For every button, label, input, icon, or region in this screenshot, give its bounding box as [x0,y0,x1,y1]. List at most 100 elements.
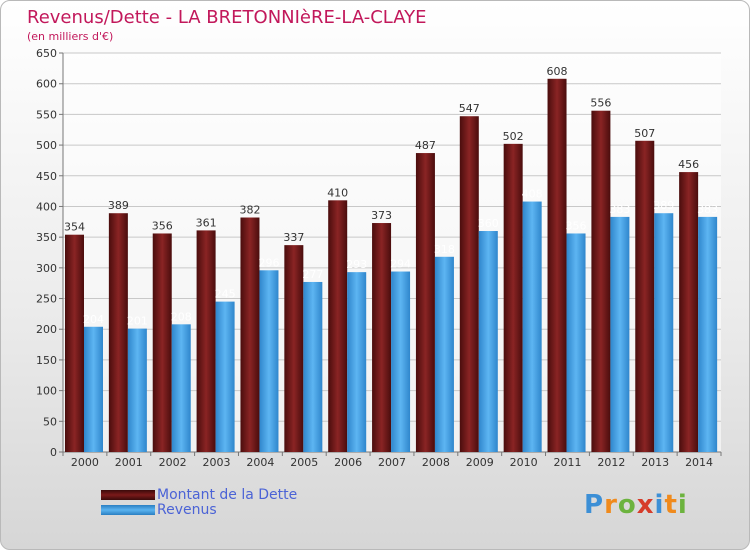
bar-revenus [478,231,498,452]
legend-swatch-revenus [101,505,155,515]
bar-revenus [347,272,367,452]
bar-revenus [522,201,542,452]
y-tick-label: 350 [36,231,57,244]
bar-dette [415,153,435,452]
bar-revenus [698,216,718,452]
data-label-dette: 389 [108,199,129,212]
y-tick-label: 100 [36,385,57,398]
data-label-revenus: 293 [346,258,367,271]
bar-dette [503,143,523,452]
bar-revenus [654,213,674,452]
bar-dette [591,110,611,452]
x-tick-label: 2002 [159,456,187,469]
bar-dette [240,217,260,452]
y-tick-label: 300 [36,262,57,275]
bar-revenus [259,270,279,452]
bar-dette [372,223,392,452]
data-label-revenus: 389 [653,199,674,212]
data-label-dette: 456 [678,158,699,171]
y-tick-label: 500 [36,139,57,152]
y-tick-label: 0 [50,446,57,459]
x-tick-label: 2011 [553,456,581,469]
legend-item-dette: Montant de la Dette [101,487,297,503]
data-label-dette: 337 [283,231,304,244]
bar-dette [547,78,567,452]
bar-dette [679,172,699,452]
bar-dette [196,230,216,452]
bar-revenus [303,281,323,452]
bar-dette [284,245,304,452]
x-tick-label: 2008 [422,456,450,469]
data-label-revenus: 204 [83,313,104,326]
data-label-revenus: 201 [127,315,148,328]
data-label-dette: 354 [64,221,85,234]
data-label-dette: 487 [415,139,436,152]
logo-letter: P [584,490,605,520]
data-label-revenus: 356 [566,219,587,232]
y-tick-label: 600 [36,78,57,91]
y-tick-label: 150 [36,354,57,367]
data-label-revenus: 318 [434,243,455,256]
x-tick-label: 2009 [466,456,494,469]
data-label-revenus: 360 [478,217,499,230]
data-label-revenus: 277 [302,268,323,281]
x-tick-label: 2006 [334,456,362,469]
bar-revenus [171,324,191,452]
bar-dette [459,116,479,453]
bar-revenus [566,233,586,452]
bar-dette [328,200,348,452]
y-tick-label: 650 [36,47,57,60]
data-label-dette: 556 [590,97,611,110]
data-label-revenus: 245 [215,288,236,301]
x-tick-label: 2014 [685,456,713,469]
data-label-dette: 502 [503,130,524,143]
data-label-dette: 410 [327,186,348,199]
bar-revenus [434,256,454,452]
x-tick-label: 2004 [246,456,274,469]
logo-letter: o [617,490,637,520]
data-label-dette: 507 [634,127,655,140]
x-tick-label: 2013 [641,456,669,469]
x-tick-label: 2012 [597,456,625,469]
y-tick-label: 450 [36,170,57,183]
logo-letter: t [664,490,678,520]
legend-label-revenus: Revenus [157,502,217,518]
bar-revenus [391,271,411,452]
x-tick-label: 2000 [71,456,99,469]
bar-dette [635,140,655,452]
data-label-revenus: 294 [390,258,411,271]
data-label-dette: 547 [459,102,480,115]
y-tick-label: 50 [43,415,57,428]
y-tick-label: 400 [36,200,57,213]
data-label-revenus: 383 [609,203,630,216]
data-label-revenus: 296 [258,256,279,269]
legend-label-dette: Montant de la Dette [157,487,298,503]
logo-letter: i [677,490,688,520]
chart-title: Revenus/Dette - LA BRETONNIèRE-LA-CLAYE [27,7,427,28]
y-tick-label: 550 [36,108,57,121]
bar-dette [108,213,128,452]
logo-letter: r [604,490,618,520]
data-label-dette: 382 [239,204,260,217]
data-label-dette: 608 [547,65,568,78]
data-label-revenus: 383 [697,203,718,216]
logo-letter: i [654,490,665,520]
bar-revenus [84,326,103,452]
data-label-dette: 356 [152,219,173,232]
x-tick-label: 2001 [115,456,143,469]
y-tick-label: 200 [36,323,57,336]
x-tick-label: 2010 [510,456,538,469]
bar-revenus [215,301,235,452]
y-tick-label: 250 [36,293,57,306]
x-tick-label: 2007 [378,456,406,469]
legend-item-revenus: Revenus [101,502,217,518]
logo-letter: x [636,490,655,520]
data-label-revenus: 408 [522,188,543,201]
bar-revenus [610,216,630,452]
bar-revenus [127,328,147,452]
proxiti-logo: Proxiti [584,490,688,520]
chart-subtitle: (en milliers d'€) [27,30,114,43]
x-tick-label: 2003 [203,456,231,469]
